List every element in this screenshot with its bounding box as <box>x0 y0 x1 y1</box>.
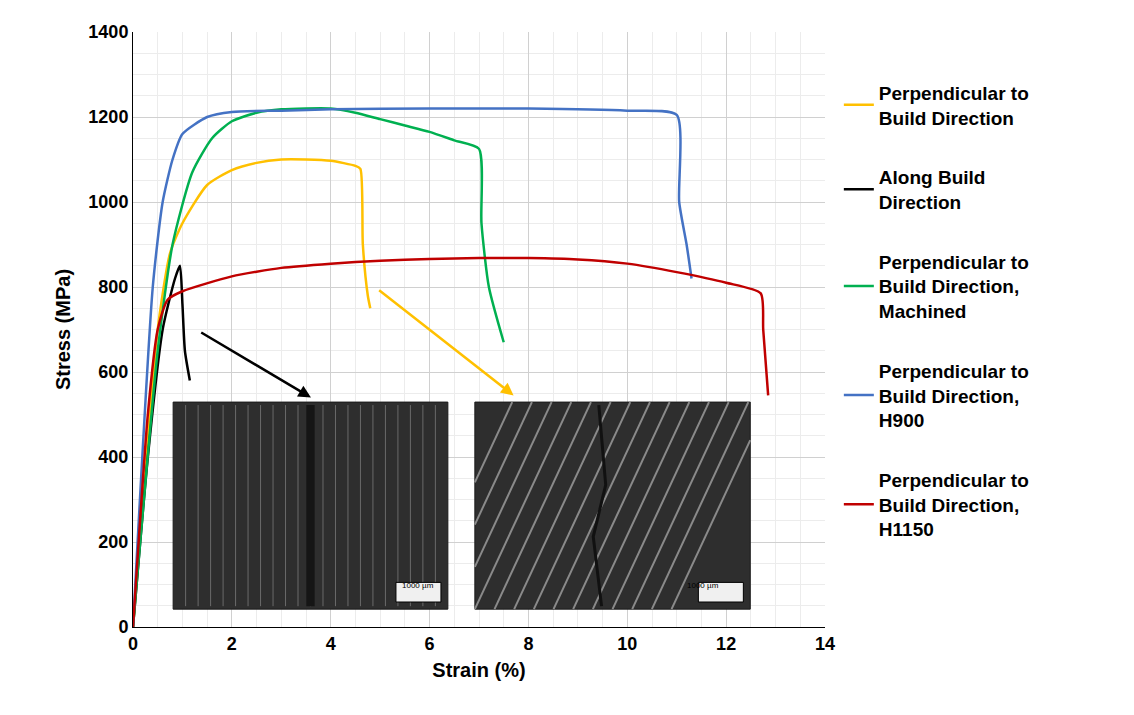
svg-text:0: 0 <box>118 617 128 637</box>
svg-text:Perpendicular toBuild Directio: Perpendicular toBuild Direction,H1150 <box>879 470 1029 540</box>
svg-text:1000 µm: 1000 µm <box>687 581 719 590</box>
svg-text:Strain (%): Strain (%) <box>432 659 525 681</box>
svg-text:1000: 1000 <box>88 192 128 212</box>
svg-text:200: 200 <box>98 532 128 552</box>
svg-text:1400: 1400 <box>88 22 128 42</box>
svg-text:600: 600 <box>98 362 128 382</box>
svg-text:Along BuildDirection: Along BuildDirection <box>879 167 986 213</box>
svg-text:Perpendicular toBuild Directio: Perpendicular toBuild Direction <box>879 83 1029 129</box>
svg-text:14: 14 <box>815 634 835 654</box>
svg-text:400: 400 <box>98 447 128 467</box>
svg-text:10: 10 <box>617 634 637 654</box>
svg-text:800: 800 <box>98 277 128 297</box>
svg-text:1200: 1200 <box>88 107 128 127</box>
svg-text:0: 0 <box>128 634 138 654</box>
svg-text:6: 6 <box>425 634 435 654</box>
svg-text:12: 12 <box>716 634 736 654</box>
svg-text:Perpendicular toBuild Directio: Perpendicular toBuild Direction,H900 <box>879 361 1029 431</box>
svg-text:2: 2 <box>227 634 237 654</box>
svg-text:4: 4 <box>326 634 336 654</box>
svg-text:8: 8 <box>523 634 533 654</box>
svg-text:Stress (MPa): Stress (MPa) <box>52 269 74 390</box>
svg-text:1000 µm: 1000 µm <box>402 581 434 590</box>
svg-text:Perpendicular toBuild Directio: Perpendicular toBuild Direction,Machined <box>879 252 1029 322</box>
